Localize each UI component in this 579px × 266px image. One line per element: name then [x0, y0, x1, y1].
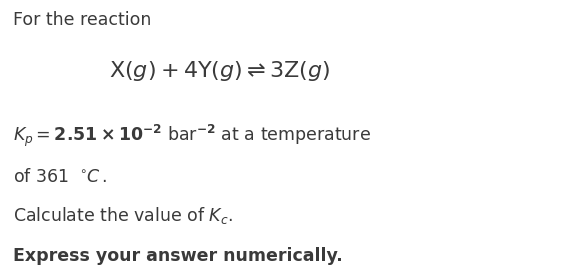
Text: For the reaction: For the reaction	[13, 11, 151, 29]
Text: Calculate the value of $\mathit{K}_{c}$.: Calculate the value of $\mathit{K}_{c}$.	[13, 205, 233, 226]
Text: $\mathit{K}_{p} = \mathbf{2.51 \times 10^{-2}\ \mathrm{bar}^{-2}}$ at a temperat: $\mathit{K}_{p} = \mathbf{2.51 \times 10…	[13, 122, 371, 149]
Text: of 361 $\,^\circ\!C\,$.: of 361 $\,^\circ\!C\,$.	[13, 168, 107, 186]
Text: $\mathrm{X}(\mathit{g}) + \mathrm{4Y}(\mathit{g}) \rightleftharpoons \mathrm{3Z}: $\mathrm{X}(\mathit{g}) + \mathrm{4Y}(\m…	[109, 59, 331, 82]
Text: Express your answer numerically.: Express your answer numerically.	[13, 247, 343, 265]
